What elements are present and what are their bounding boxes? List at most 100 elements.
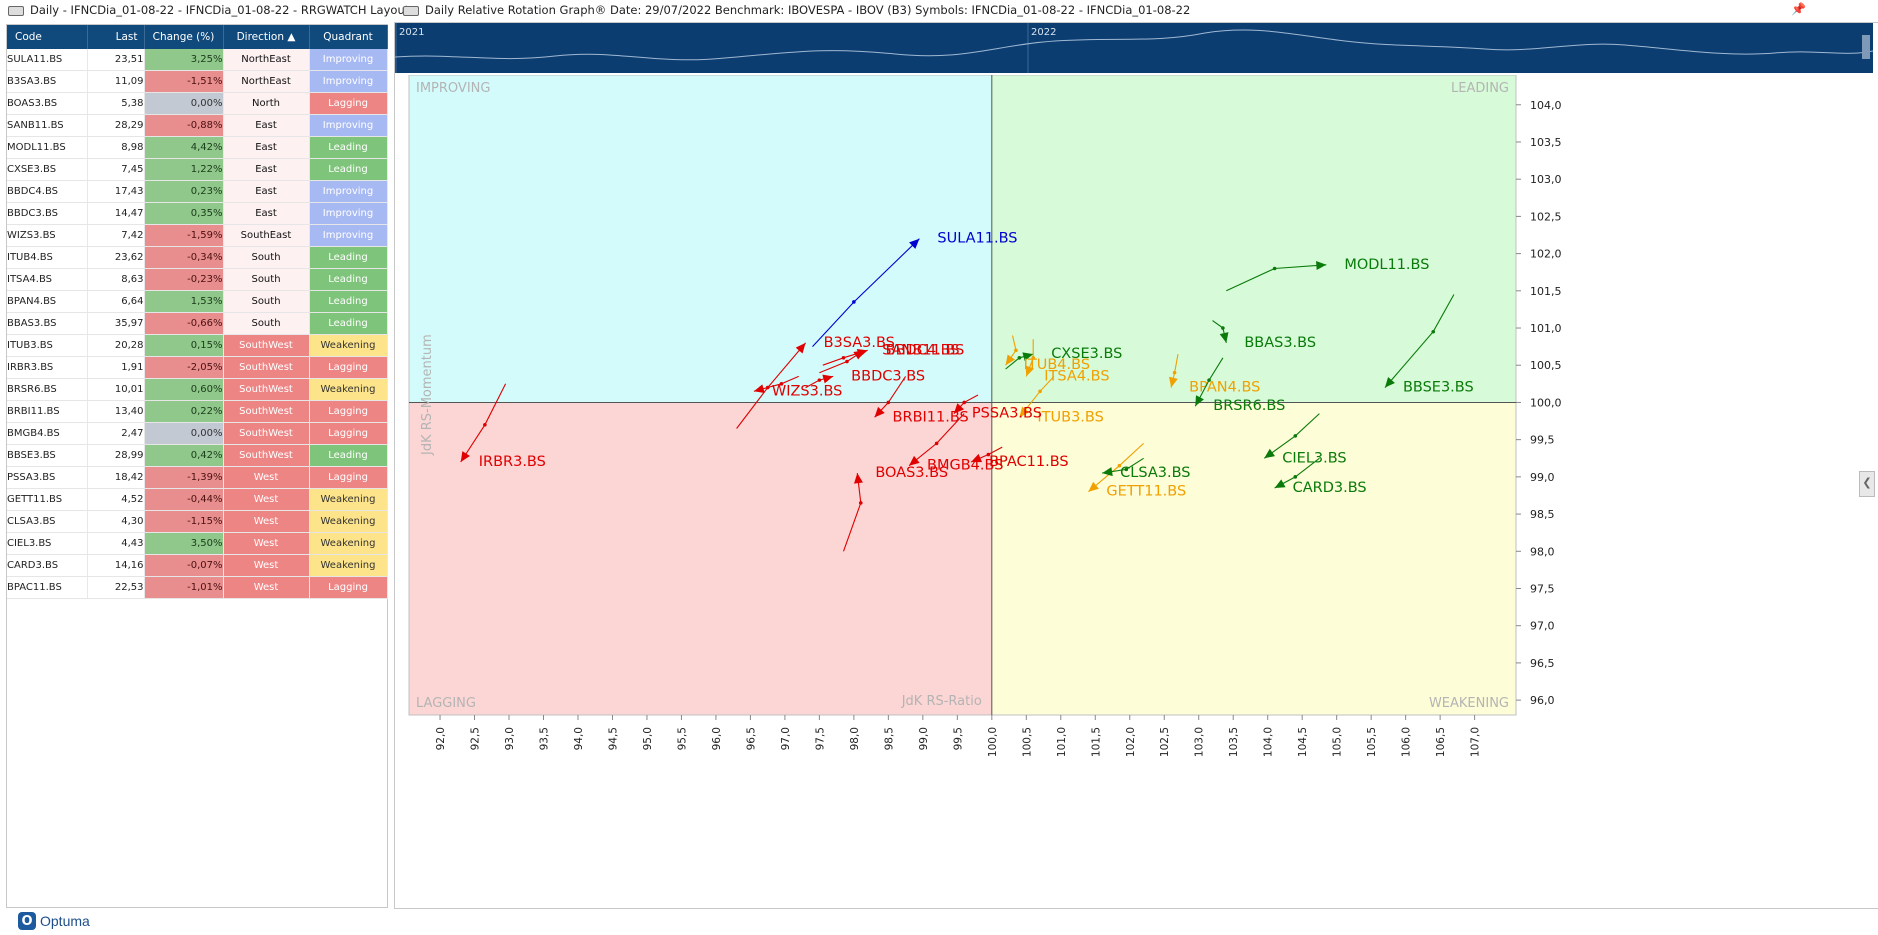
table-row[interactable]: CIEL3.BS 4,43 3,50% West Weakening: [7, 532, 388, 555]
arrow-head: [856, 348, 868, 358]
cell-quadrant: Lagging: [309, 576, 388, 599]
cell-code: BRBI11.BS: [7, 400, 88, 423]
table-row[interactable]: BMGB4.BS 2,47 0,00% SouthWest Lagging: [7, 422, 388, 445]
table-row[interactable]: CLSA3.BS 4,30 -1,15% West Weakening: [7, 510, 388, 533]
table-row[interactable]: ITUB4.BS 23,62 -0,34% South Leading: [7, 246, 388, 269]
table-row[interactable]: CARD3.BS 14,16 -0,07% West Weakening: [7, 554, 388, 577]
cell-last: 14,16: [87, 554, 145, 577]
x-tick-label: 98,5: [883, 727, 895, 750]
arrow-head: [1019, 406, 1030, 418]
x-tick-label: 95,5: [676, 727, 688, 750]
cell-last: 2,47: [87, 422, 145, 445]
cell-quadrant: Improving: [309, 49, 388, 71]
watchlist-table: Code Last Change (%) Direction ▲ Quadran…: [7, 25, 388, 599]
cell-change: 4,42%: [144, 136, 224, 159]
series-bbas3-bs: BBAS3.BS: [1212, 320, 1316, 351]
x-tick-label: 102,0: [1125, 727, 1137, 757]
column-header-direction[interactable]: Direction ▲: [223, 25, 310, 49]
series-label: BBDC4.BS: [886, 342, 960, 358]
series-ciel3-bs: CIEL3.BS: [1263, 413, 1347, 466]
table-row[interactable]: SANB11.BS 28,29 -0,88% East Improving: [7, 114, 388, 137]
timeline-wave: [394, 29, 1874, 61]
series-modl11-bs: MODL11.BS: [1226, 257, 1429, 292]
column-header-change[interactable]: Change (%): [144, 25, 224, 49]
cell-quadrant: Weakening: [309, 488, 388, 511]
window-menu-icon[interactable]: [403, 5, 419, 16]
x-tick-label: 101,0: [1056, 727, 1068, 757]
table-row[interactable]: WIZS3.BS 7,42 -1,59% SouthEast Improving: [7, 224, 388, 247]
column-header-quadrant[interactable]: Quadrant: [309, 25, 388, 49]
table-row[interactable]: BRBI11.BS 13,40 0,22% SouthWest Lagging: [7, 400, 388, 423]
x-tick-label: 104,0: [1263, 727, 1275, 757]
cell-direction: West: [223, 488, 310, 511]
table-row[interactable]: BBDC3.BS 14,47 0,35% East Improving: [7, 202, 388, 225]
column-header-code[interactable]: Code: [7, 25, 88, 49]
table-row[interactable]: ITUB3.BS 20,28 0,15% SouthWest Weakening: [7, 334, 388, 357]
table-row[interactable]: BRSR6.BS 10,01 0,60% SouthWest Weakening: [7, 378, 388, 401]
table-row[interactable]: MODL11.BS 8,98 4,42% East Leading: [7, 136, 388, 159]
quadrant-leading: [991, 75, 1516, 403]
y-tick-label: 101,0: [1530, 322, 1562, 335]
cell-quadrant: Lagging: [309, 92, 388, 115]
timeline-scroller[interactable]: 2021 2022: [394, 23, 1874, 73]
optuma-logo-text: Optuma: [40, 913, 90, 929]
table-row[interactable]: IRBR3.BS 1,91 -2,05% SouthWest Lagging: [7, 356, 388, 379]
cell-code: BPAC11.BS: [7, 576, 88, 599]
table-row[interactable]: ITSA4.BS 8,63 -0,23% South Leading: [7, 268, 388, 291]
cell-change: -0,34%: [144, 246, 224, 269]
direction-header-label: Direction: [236, 31, 284, 43]
tail-point: [1031, 355, 1035, 360]
x-tick-label: 92,5: [470, 727, 482, 750]
series-label: CLSA3.BS: [1120, 465, 1190, 481]
column-header-last[interactable]: Last: [87, 25, 145, 49]
arrow-head: [1195, 395, 1204, 407]
table-row[interactable]: BPAC11.BS 22,53 -1,01% West Lagging: [7, 576, 388, 599]
tail-point: [483, 422, 487, 427]
table-row[interactable]: PSSA3.BS 18,42 -1,39% West Lagging: [7, 466, 388, 489]
tail-point: [1017, 355, 1022, 360]
y-tick-label: 99,5: [1530, 434, 1555, 447]
sort-ascending-icon: ▲: [287, 31, 296, 43]
table-row[interactable]: B3SA3.BS 11,09 -1,51% NorthEast Improving: [7, 70, 388, 93]
cell-change: 0,00%: [144, 422, 224, 445]
cell-quadrant: Lagging: [309, 400, 388, 423]
table-row[interactable]: BBDC4.BS 17,43 0,23% East Improving: [7, 180, 388, 203]
x-tick-label: 94,5: [607, 727, 619, 750]
series-label: ITUB3.BS: [1037, 409, 1103, 425]
cell-direction: North: [223, 92, 310, 115]
series-clsa3-bs: CLSA3.BS: [1102, 457, 1190, 481]
cell-code: BPAN4.BS: [7, 290, 88, 313]
x-tick-label: 104,5: [1297, 727, 1309, 757]
table-row[interactable]: BBAS3.BS 35,97 -0,66% South Leading: [7, 312, 388, 335]
y-axis-title: JdK RS-Momentum: [420, 334, 435, 456]
cell-direction: West: [223, 510, 310, 533]
table-row[interactable]: CXSE3.BS 7,45 1,22% East Leading: [7, 158, 388, 181]
collapse-panel-chevron-icon[interactable]: ❮: [1859, 471, 1875, 497]
optuma-logo-icon: O: [18, 912, 36, 930]
arrow-head: [874, 406, 885, 418]
table-row[interactable]: GETT11.BS 4,52 -0,44% West Weakening: [7, 488, 388, 511]
table-row[interactable]: SULA11.BS 23,51 3,25% NorthEast Improving: [7, 49, 388, 71]
series-boas3-bs: BOAS3.BS: [842, 465, 948, 552]
rrg-plot[interactable]: IMPROVING LEADING LAGGING WEAKENING JdK RS-R…: [395, 75, 1878, 905]
table-row[interactable]: BBSE3.BS 28,99 0,42% SouthWest Leading: [7, 444, 388, 467]
cell-quadrant: Lagging: [309, 422, 388, 445]
series-card3-bs: CARD3.BS: [1274, 457, 1367, 496]
cell-quadrant: Leading: [309, 136, 388, 159]
pin-icon[interactable]: 📌: [1791, 2, 1806, 16]
window-menu-icon[interactable]: [8, 5, 24, 16]
series-bpac11-bs: BPAC11.BS: [970, 446, 1069, 470]
cell-change: -0,44%: [144, 488, 224, 511]
x-tick-label: 103,5: [1228, 727, 1240, 757]
series-bbse3-bs: BBSE3.BS: [1384, 294, 1474, 396]
timeline-scroll-handle[interactable]: [1862, 35, 1870, 59]
arrow-head: [1102, 467, 1113, 477]
cell-code: CLSA3.BS: [7, 510, 88, 533]
table-row[interactable]: BPAN4.BS 6,64 1,53% South Leading: [7, 290, 388, 313]
cell-code: B3SA3.BS: [7, 70, 88, 93]
cell-code: MODL11.BS: [7, 136, 88, 159]
cell-last: 11,09: [87, 70, 145, 93]
series-label: BOAS3.BS: [875, 465, 948, 481]
table-row[interactable]: BOAS3.BS 5,38 0,00% North Lagging: [7, 92, 388, 115]
cell-quadrant: Weakening: [309, 532, 388, 555]
